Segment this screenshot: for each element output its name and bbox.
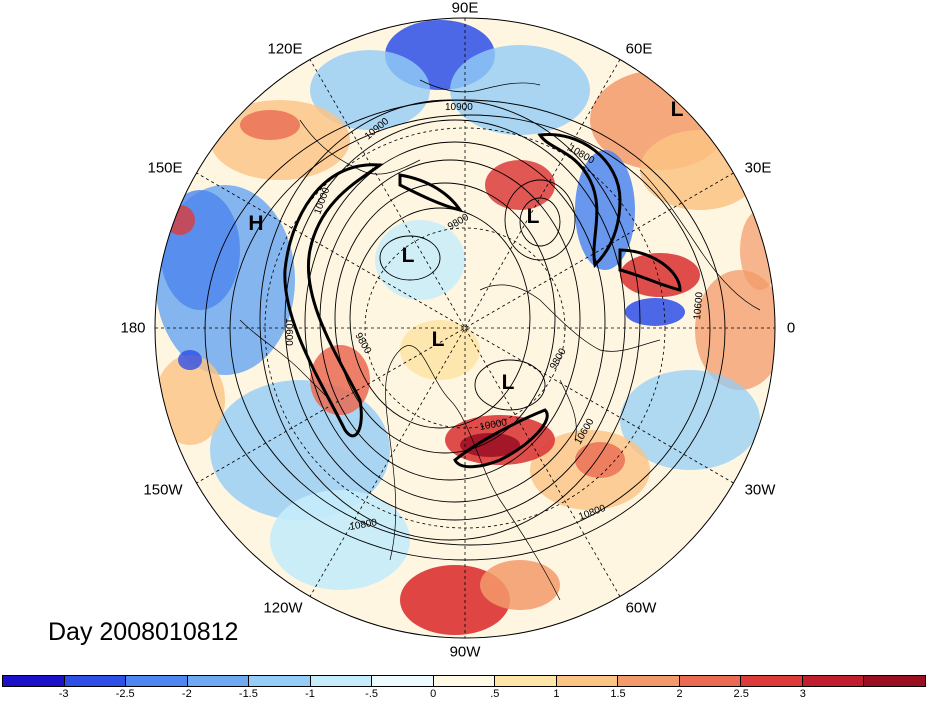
colorbar-cell [802,676,865,686]
lon-label-90w: 90W [449,643,481,661]
colorbar-cell [187,676,250,686]
colorbar-tick-label: -3 [58,688,69,700]
lon-label-150e: 150E [147,159,183,177]
colorbar [2,675,926,687]
jet-contours [283,132,682,469]
colorbar-cell [249,676,311,686]
colorbar-cell [864,676,925,686]
colorbar-tick-label: 3 [799,688,806,700]
contour-label: 10900 [445,102,473,113]
height-contours [204,99,726,561]
colorbar-cell [3,676,65,686]
colorbar-tick-label: -2 [181,688,192,700]
colorbar-cell [372,676,434,686]
contour-label: 10600 [283,318,294,346]
high-pressure-marker: H [248,212,264,235]
low-pressure-marker: L [526,205,540,228]
contour-label: 10800 [349,517,379,533]
anomaly-field [155,18,775,638]
lon-label-90e: 90E [451,0,479,17]
colorbar-ticks: -3 -2.5 -2 -1.5 -1 -.5 0 .5 1 1.5 2 2.5 3 [2,688,926,702]
colorbar-tick-label: 1 [553,688,560,700]
colorbar-tick-label: -.5 [365,688,379,700]
lon-label-120e: 120E [267,40,303,58]
colorbar-cell [126,676,188,686]
low-pressure-marker: L [501,371,515,394]
colorbar-cell [64,676,127,686]
colorbar-cell [556,676,619,686]
colorbar-tick-label: 2.5 [733,688,749,700]
lon-label-0: 0 [786,319,796,337]
colorbar-cell [679,676,742,686]
colorbar-cell [433,676,496,686]
colorbar-tick-label: -1.5 [238,688,258,700]
lon-label-180: 180 [120,319,146,337]
lon-label-120w: 120W [263,599,303,617]
colorbar-tick-label: 1.5 [610,688,626,700]
map-border [154,17,776,639]
low-pressure-marker: L [431,328,445,351]
lon-label-60w: 60W [625,599,657,617]
colorbar-tick-label: -1 [305,688,315,700]
lon-label-150w: 150W [143,481,183,499]
coastlines [239,79,761,601]
low-pressure-marker: L [401,244,415,267]
colorbar-tick-label: 0 [430,688,437,700]
contour-label: 10000 [479,417,509,433]
low-pressure-marker: L [670,98,684,121]
colorbar-cell [310,676,373,686]
colorbar-cell [495,676,557,686]
colorbar-cell [741,676,803,686]
lon-label-30e: 30E [744,159,772,177]
colorbar-tick-label: 2 [676,688,683,700]
date-label: Day 2008010812 [48,618,239,646]
colorbar-tick-label: -2.5 [115,688,135,700]
lon-label-60e: 60E [625,40,653,58]
colorbar-tick-label: .5 [490,688,500,700]
colorbar-cell [618,676,680,686]
lon-label-30w: 30W [744,481,776,499]
contour-label: 10600 [692,291,705,320]
